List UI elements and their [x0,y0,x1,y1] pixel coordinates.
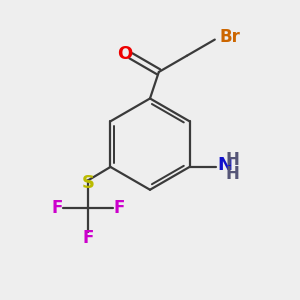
Text: O: O [117,45,132,63]
Text: F: F [52,199,63,217]
Text: H: H [225,165,239,183]
Text: F: F [114,199,125,217]
Text: N: N [218,157,232,175]
Text: S: S [82,173,95,191]
Text: Br: Br [219,28,240,46]
Text: F: F [83,229,94,247]
Text: H: H [225,151,239,169]
